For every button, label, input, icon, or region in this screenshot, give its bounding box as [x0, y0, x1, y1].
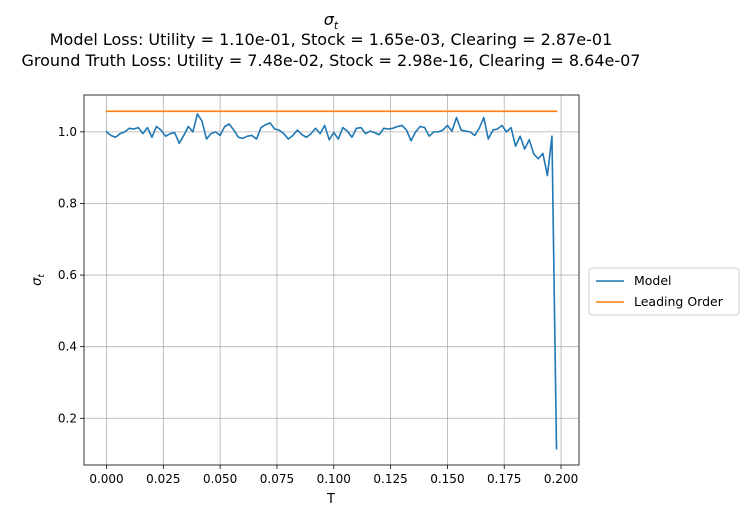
- x-tick-label: 0.050: [203, 472, 237, 486]
- chart-title-symbol-main: σ: [324, 10, 335, 29]
- x-tick-label: 0.100: [317, 472, 351, 486]
- y-tick-label: 0.8: [58, 196, 77, 210]
- y-axis-label: σt: [30, 274, 47, 286]
- x-tick-label: 0.000: [89, 472, 123, 486]
- legend-label-leading-order: Leading Order: [634, 294, 724, 309]
- y-axis-label-symbol: σ: [30, 277, 45, 286]
- chart-title-symbol: σt: [324, 10, 339, 32]
- legend: Model Leading Order: [588, 267, 740, 316]
- x-tick-label: 0.150: [430, 472, 464, 486]
- x-tick-label: 0.125: [373, 472, 407, 486]
- y-tick-label: 0.4: [58, 340, 77, 354]
- series-layer: [105, 110, 558, 450]
- chart-title: σt Model Loss: Utility = 1.10e-01, Stock…: [22, 10, 641, 70]
- chart-title-symbol-sub: t: [334, 19, 339, 32]
- x-tick-label: 0.175: [487, 472, 521, 486]
- axes-frame: [83, 94, 580, 466]
- x-axis-label: T: [326, 492, 335, 507]
- y-tick-label: 1.0: [58, 125, 77, 139]
- grid: [84, 95, 579, 465]
- series-line-model: [105, 113, 558, 450]
- legend-box: [588, 267, 740, 316]
- legend-label-model: Model: [634, 273, 672, 288]
- y-axis-label-sub: t: [37, 274, 47, 278]
- x-tick-label: 0.200: [544, 472, 578, 486]
- y-tick-label: 0.2: [58, 411, 77, 425]
- chart-title-ground-truth-loss: Ground Truth Loss: Utility = 7.48e-02, S…: [22, 51, 641, 70]
- plot-area: [84, 95, 579, 465]
- x-axis: 0.000 0.025 0.050 0.075 0.100 0.125 0.150 0.175…: [89, 465, 578, 486]
- chart-title-model-loss: Model Loss: Utility = 1.10e-01, Stock = …: [50, 30, 613, 49]
- y-axis: 0.2 0.4 0.6 0.8 1.0: [58, 125, 84, 425]
- x-tick-label: 0.075: [260, 472, 294, 486]
- x-tick-label: 0.025: [146, 472, 180, 486]
- y-tick-label: 0.6: [58, 268, 77, 282]
